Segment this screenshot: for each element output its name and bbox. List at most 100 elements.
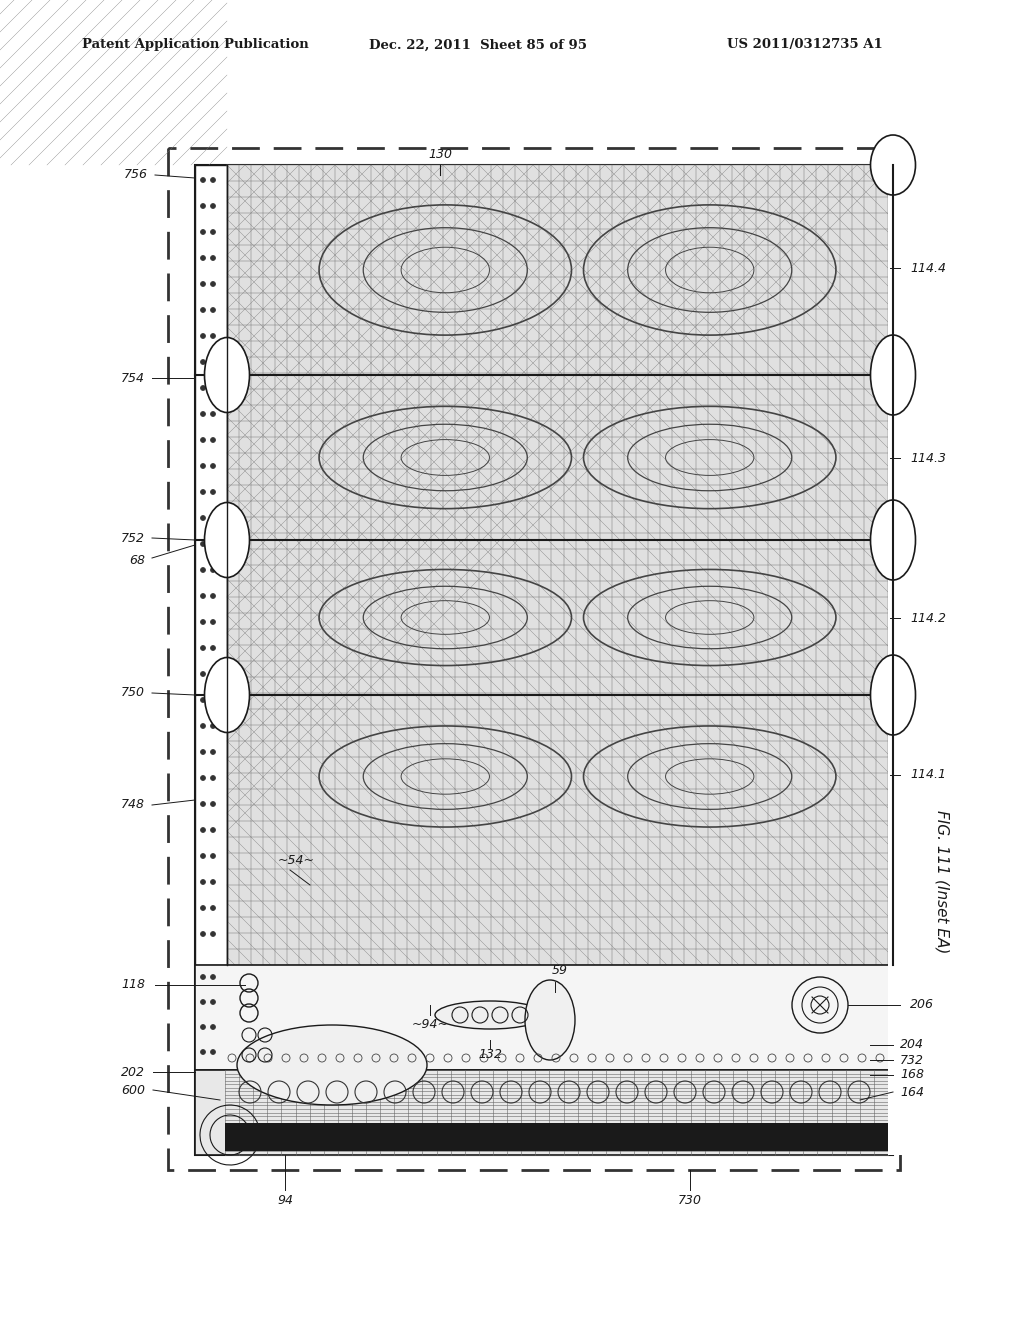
Circle shape [201,256,206,260]
Circle shape [201,999,206,1005]
Text: ~54~: ~54~ [278,854,315,866]
Circle shape [211,1024,215,1030]
Text: 114.2: 114.2 [910,611,946,624]
Circle shape [201,619,206,624]
Ellipse shape [205,338,250,412]
Ellipse shape [870,500,915,579]
Ellipse shape [205,657,250,733]
Circle shape [211,385,215,391]
Circle shape [211,359,215,364]
Circle shape [211,906,215,911]
Text: 730: 730 [678,1193,702,1206]
Bar [225,1123,888,1151]
Text: 118: 118 [121,978,145,991]
Circle shape [211,334,215,338]
Text: 750: 750 [121,686,145,700]
Text: 132: 132 [478,1048,502,1061]
Circle shape [211,723,215,729]
Circle shape [201,750,206,755]
Text: 756: 756 [124,169,148,181]
Bar [888,165,898,1155]
Circle shape [211,230,215,235]
Circle shape [211,672,215,676]
Text: ~94~: ~94~ [412,1019,449,1031]
Circle shape [201,568,206,573]
Circle shape [211,974,215,979]
Circle shape [201,974,206,979]
Circle shape [201,801,206,807]
Text: 732: 732 [900,1053,924,1067]
Circle shape [211,932,215,936]
Circle shape [211,256,215,260]
Circle shape [211,203,215,209]
Circle shape [201,308,206,313]
Circle shape [201,1049,206,1055]
Text: US 2011/0312735 A1: US 2011/0312735 A1 [727,38,883,51]
Circle shape [201,463,206,469]
Circle shape [201,334,206,338]
Text: 114.3: 114.3 [910,451,946,465]
Circle shape [201,828,206,833]
Circle shape [211,801,215,807]
Text: 68: 68 [129,553,145,566]
Circle shape [201,203,206,209]
Circle shape [211,828,215,833]
Text: 94: 94 [278,1193,293,1206]
Bar [195,165,227,965]
Circle shape [201,697,206,702]
Circle shape [211,594,215,598]
Circle shape [201,672,206,676]
Text: 202: 202 [121,1065,145,1078]
Circle shape [211,645,215,651]
Circle shape [211,281,215,286]
Circle shape [201,385,206,391]
Ellipse shape [525,979,575,1060]
Text: 754: 754 [121,371,145,384]
Circle shape [201,359,206,364]
Ellipse shape [870,335,915,414]
Bar [227,165,888,965]
Bar [195,1071,893,1155]
Text: 600: 600 [121,1084,145,1097]
Circle shape [211,697,215,702]
Circle shape [201,854,206,858]
Circle shape [211,541,215,546]
Circle shape [211,879,215,884]
Circle shape [201,906,206,911]
Circle shape [201,412,206,417]
Bar [195,165,893,1155]
Circle shape [201,230,206,235]
Circle shape [201,281,206,286]
Circle shape [201,723,206,729]
Text: 206: 206 [910,998,934,1011]
Circle shape [211,568,215,573]
Circle shape [211,177,215,182]
Text: 114.1: 114.1 [910,768,946,781]
Text: 130: 130 [428,149,452,161]
Circle shape [211,619,215,624]
Circle shape [211,437,215,442]
Bar [195,965,893,1071]
Text: 168: 168 [900,1068,924,1081]
Circle shape [211,463,215,469]
Circle shape [211,776,215,780]
Text: 59: 59 [552,964,568,977]
Text: FIG. 111 (Inset EA): FIG. 111 (Inset EA) [935,810,949,953]
Ellipse shape [435,1001,545,1030]
Circle shape [211,412,215,417]
Text: 164: 164 [900,1085,924,1098]
Circle shape [201,177,206,182]
Text: Patent Application Publication: Patent Application Publication [82,38,308,51]
Ellipse shape [237,1026,427,1105]
Circle shape [201,437,206,442]
Circle shape [201,1024,206,1030]
Ellipse shape [870,655,915,735]
Text: 204: 204 [900,1039,924,1052]
Circle shape [201,594,206,598]
Bar [893,165,923,1155]
Ellipse shape [870,135,915,195]
Circle shape [201,879,206,884]
Circle shape [211,308,215,313]
Circle shape [201,490,206,495]
Circle shape [211,854,215,858]
